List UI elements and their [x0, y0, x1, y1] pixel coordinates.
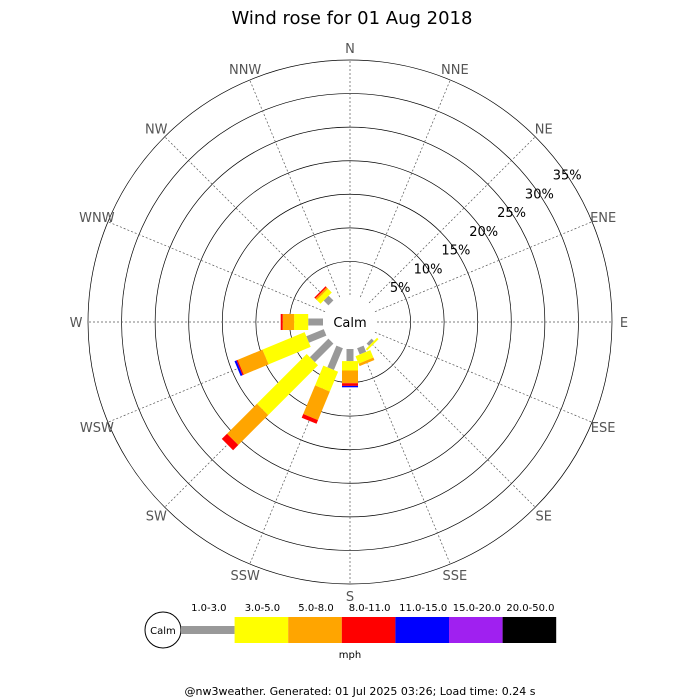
direction-label-wnw: WNW	[79, 211, 115, 226]
legend-label-bin3: 5.0-8.0	[298, 603, 333, 614]
legend-label-bin6: 15.0-20.0	[453, 603, 501, 614]
bar-sw-bin1	[309, 338, 334, 363]
direction-labels: N NNE NE ENE E ESE SE SSE S SSW SW WSW W WNW NW NNW	[70, 42, 629, 605]
legend-label-bin1: 1.0-3.0	[191, 603, 226, 614]
bar-wsw-bin2	[262, 332, 311, 365]
direction-label-e: E	[620, 316, 628, 331]
grid-ring	[255, 227, 445, 417]
direction-label-ese: ESE	[591, 421, 616, 436]
grid-ring	[188, 160, 512, 484]
direction-label-ene: ENE	[590, 211, 616, 226]
bar-wsw-bin4	[236, 359, 244, 376]
direction-label-ssw: SSW	[230, 569, 260, 584]
legend-label-bin2: 3.0-5.0	[245, 603, 280, 614]
direction-label-nne: NNE	[441, 63, 469, 78]
bar-sw-bin2	[256, 354, 318, 416]
grid-spoke-ese	[374, 332, 593, 423]
grid-spoke-wnw	[107, 221, 326, 312]
grid-spoke-nw	[164, 136, 332, 304]
legend-swatch-bin6	[449, 617, 503, 643]
calm-center: Calm	[325, 297, 375, 347]
bar-se-bin1	[366, 338, 374, 346]
bar-s-bin1	[346, 349, 354, 362]
legend-swatch-bin1	[181, 626, 235, 634]
bar-ssw-bin2	[315, 365, 339, 392]
bar-nw-bin2	[316, 288, 332, 304]
legend: Calm 1.0-3.0 3.0-5.0 5.0-8.0 8.0-11.0 11.0-1…	[144, 603, 557, 661]
direction-label-w: W	[70, 316, 83, 331]
direction-label-sse: SSE	[442, 569, 467, 584]
direction-label-ne: NE	[535, 122, 553, 137]
direction-label-s: S	[346, 590, 354, 605]
bar-sw-bin3	[227, 403, 269, 445]
direction-label-sw: SW	[146, 510, 167, 525]
direction-label-n: N	[345, 42, 355, 57]
bar-wsw-bin1	[306, 329, 327, 343]
radial-tick-labels: 5%10% 15% 20% 25% 30% 35%	[390, 168, 582, 296]
radial-tick-label: 20%	[469, 225, 498, 240]
bar-w-bin2	[294, 314, 309, 330]
grid-spoke-sse	[360, 346, 451, 565]
direction-label-wsw: WSW	[80, 421, 114, 436]
radial-tick-label: 5%	[390, 281, 411, 296]
direction-label-nw: NW	[145, 122, 168, 137]
bar-nw-bin1	[323, 295, 334, 306]
direction-label-nnw: NNW	[229, 63, 261, 78]
legend-label-bin5: 11.0-15.0	[399, 603, 447, 614]
wind-bars	[221, 286, 379, 451]
bar-s-bin4	[342, 383, 358, 386]
legend-swatch-bin5	[395, 617, 449, 643]
radial-tick-label: 25%	[497, 206, 526, 221]
bar-wsw-bin5	[234, 360, 243, 376]
bar-ssw-bin1	[327, 345, 343, 370]
legend-label-bin7: 20.0-50.0	[506, 603, 554, 614]
bar-s-bin3	[342, 370, 358, 384]
bar-s-bin5	[342, 385, 358, 388]
grid-spoke-ssw	[249, 346, 340, 565]
legend-calm-label: Calm	[150, 626, 176, 637]
direction-label-se: SE	[536, 510, 552, 525]
bar-sw-bin4	[221, 433, 239, 451]
legend-swatch-bin2	[234, 617, 289, 643]
footer-text: @nw3weather. Generated: 01 Jul 2025 03:2…	[185, 685, 536, 698]
legend-unit: mph	[339, 650, 361, 661]
grid-spoke-nnw	[249, 79, 340, 298]
bar-ssw-bin4	[301, 414, 318, 424]
legend-swatch-bin7	[502, 617, 557, 643]
bar-sse-bin1	[357, 345, 367, 355]
radial-tick-label: 10%	[414, 262, 443, 277]
grid-spoke-wsw	[107, 332, 326, 423]
bar-nw-bin4	[314, 286, 327, 299]
bar-sse-bin3	[358, 357, 375, 367]
bar-w-bin3	[282, 314, 295, 330]
bar-wsw-bin3	[237, 349, 269, 375]
calm-label: Calm	[333, 316, 366, 331]
bar-nw-bin3	[315, 287, 328, 300]
bar-w-bin4	[280, 314, 283, 330]
grid-spoke-ene	[374, 221, 593, 312]
grid-spoke-ne	[368, 136, 536, 304]
bar-s-bin2	[342, 361, 358, 371]
polar-grid	[87, 59, 613, 585]
radial-tick-label: 30%	[525, 187, 554, 202]
bar-w-bin1	[308, 318, 323, 326]
bar-ssw-bin3	[303, 385, 330, 421]
grid-ring	[87, 59, 613, 585]
legend-swatch-bin4	[341, 617, 396, 643]
grid-spoke-nne	[360, 79, 451, 298]
radial-tick-label: 35%	[553, 168, 582, 183]
bar-sse-bin2	[355, 350, 374, 364]
grid-spoke-se	[368, 340, 536, 508]
grid-ring	[154, 126, 546, 518]
legend-label-bin4: 8.0-11.0	[349, 603, 391, 614]
legend-swatch-bin3	[288, 617, 342, 643]
chart-title: Wind rose for 01 Aug 2018	[232, 8, 473, 29]
radial-tick-label: 15%	[441, 244, 470, 259]
bar-se-bin2	[365, 337, 379, 351]
